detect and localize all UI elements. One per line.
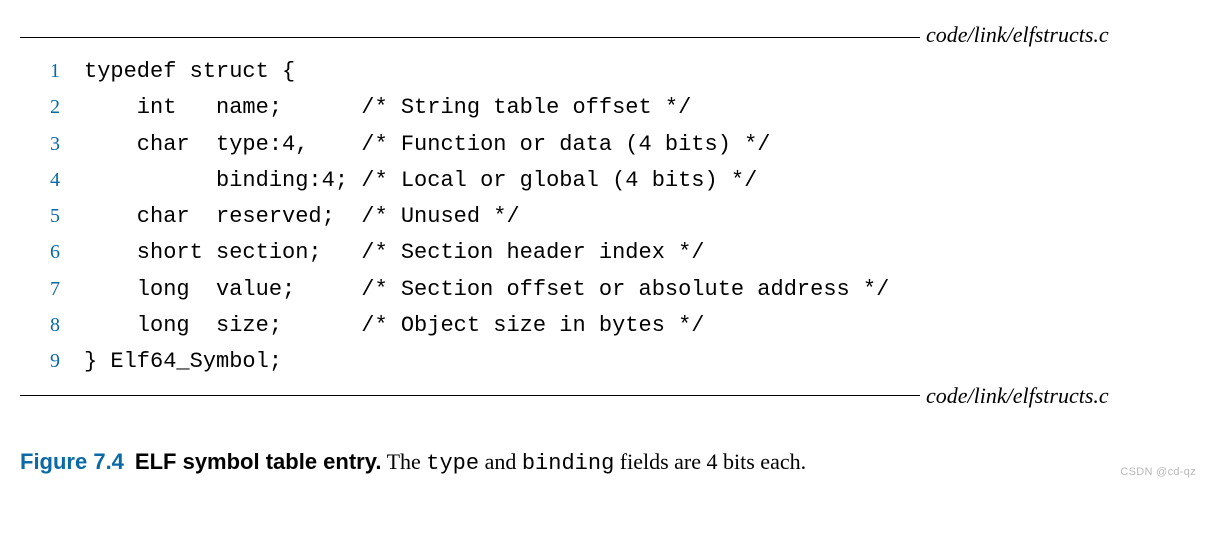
figure-title: ELF symbol table entry. (135, 449, 382, 474)
filepath-bottom: code/link/elfstructs.c (926, 383, 1109, 409)
code-text: typedef struct { (84, 54, 295, 90)
code-listing: 1 typedef struct { 2 int name; /* String… (20, 54, 1198, 381)
code-line: 5 char reserved; /* Unused */ (20, 199, 1198, 235)
caption-body-post: fields are 4 bits each. (614, 449, 806, 474)
code-text: long size; /* Object size in bytes */ (84, 308, 705, 344)
code-text: long value; /* Section offset or absolut… (84, 272, 889, 308)
line-number: 6 (20, 236, 60, 269)
code-line: 3 char type:4, /* Function or data (4 bi… (20, 127, 1198, 163)
bottom-rule-row: code/link/elfstructs.c (20, 395, 1198, 421)
caption-body-pre: The (381, 449, 426, 474)
code-line: 8 long size; /* Object size in bytes */ (20, 308, 1198, 344)
line-number: 4 (20, 164, 60, 197)
line-number: 5 (20, 200, 60, 233)
code-text: char reserved; /* Unused */ (84, 199, 520, 235)
code-line: 6 short section; /* Section header index… (20, 235, 1198, 271)
line-number: 8 (20, 309, 60, 342)
watermark: CSDN @cd-qz (1120, 466, 1196, 478)
caption-code-binding: binding (522, 451, 614, 476)
code-text: } Elf64_Symbol; (84, 344, 282, 380)
line-number: 9 (20, 345, 60, 378)
caption-code-type: type (426, 451, 479, 476)
top-rule-row: code/link/elfstructs.c (20, 12, 1198, 38)
code-line: 4 binding:4; /* Local or global (4 bits)… (20, 163, 1198, 199)
code-line: 1 typedef struct { (20, 54, 1198, 90)
code-text: char type:4, /* Function or data (4 bits… (84, 127, 771, 163)
caption-body-mid: and (479, 449, 522, 474)
code-text: int name; /* String table offset */ (84, 90, 691, 126)
figure-caption: Figure 7.4 ELF symbol table entry. The t… (20, 449, 1198, 476)
figure-label: Figure 7.4 (20, 449, 124, 474)
line-number: 2 (20, 91, 60, 124)
line-number: 3 (20, 128, 60, 161)
top-rule (20, 37, 920, 38)
code-text: short section; /* Section header index *… (84, 235, 705, 271)
filepath-top: code/link/elfstructs.c (926, 22, 1109, 48)
code-line: 2 int name; /* String table offset */ (20, 90, 1198, 126)
code-line: 7 long value; /* Section offset or absol… (20, 272, 1198, 308)
line-number: 1 (20, 55, 60, 88)
bottom-rule (20, 395, 920, 396)
line-number: 7 (20, 273, 60, 306)
code-line: 9 } Elf64_Symbol; (20, 344, 1198, 380)
code-text: binding:4; /* Local or global (4 bits) *… (84, 163, 757, 199)
